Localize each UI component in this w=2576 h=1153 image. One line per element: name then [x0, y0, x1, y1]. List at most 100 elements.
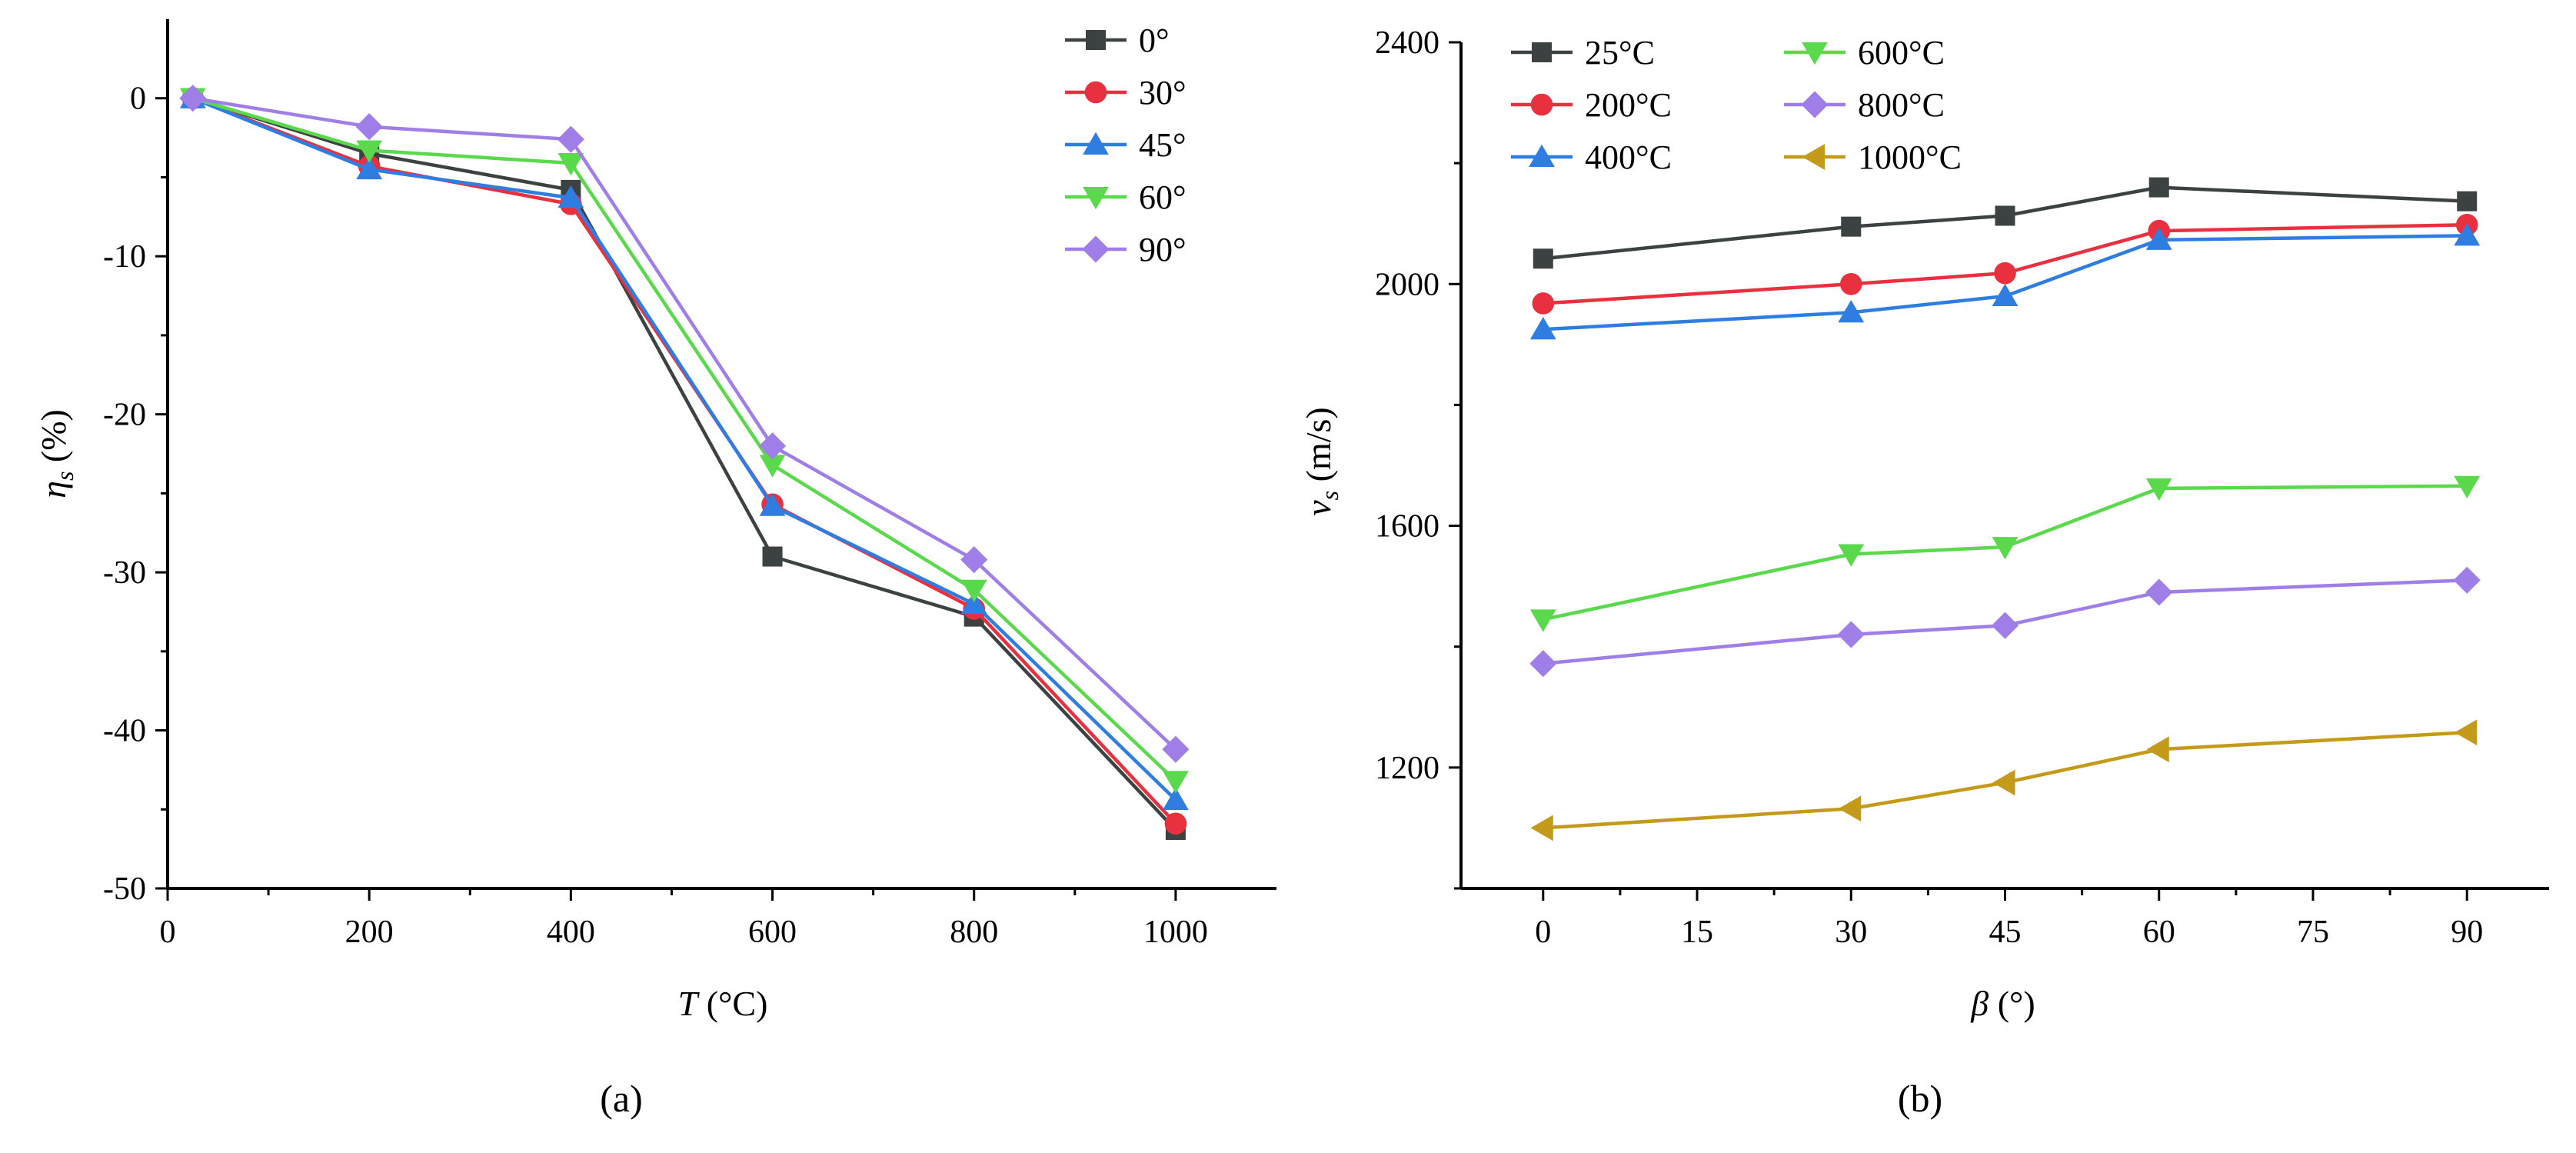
series-line-2: [191, 96, 1177, 801]
legend-marker: [1802, 42, 1828, 65]
data-point: [2146, 736, 2169, 763]
data-point: [2148, 177, 2169, 198]
series-line-3: [192, 96, 1177, 782]
y-axis-subscript: s: [1316, 491, 1343, 500]
data-point: [2145, 578, 2173, 606]
legend-marker: [1802, 144, 1825, 170]
data-point: [557, 152, 584, 176]
legend-marker: [1082, 235, 1110, 263]
data-point: [2145, 478, 2172, 502]
y-tick-label: 1200: [1375, 751, 1439, 786]
y-axis-symbol: η: [34, 481, 73, 498]
x-tick-label: 90: [2451, 915, 2483, 950]
y-axis-title: ηs (%): [34, 409, 78, 498]
data-point: [960, 579, 987, 602]
panel-label: (a): [600, 1077, 643, 1120]
y-tick-label: -30: [103, 555, 146, 591]
data-point: [759, 455, 786, 478]
legend-marker: [1083, 132, 1109, 155]
y-tick-label: -20: [103, 398, 146, 433]
data-point: [1838, 299, 1865, 323]
data-point: [1530, 815, 1553, 841]
data-point: [1163, 787, 1189, 810]
data-point: [356, 156, 383, 180]
panel-label: (b): [1898, 1077, 1942, 1120]
data-point: [355, 113, 383, 141]
legend-marker: [1529, 144, 1555, 167]
y-axis-title: vs (m/s): [1299, 407, 1343, 515]
x-tick-label: 1000: [1143, 915, 1208, 950]
data-point: [557, 125, 584, 153]
data-point: [1164, 812, 1187, 835]
x-tick-label: 15: [1681, 915, 1713, 950]
x-axis-unit: (°): [1989, 984, 2035, 1023]
x-axis-title: β (°): [1970, 984, 2035, 1023]
x-tick-label: 60: [2143, 915, 2175, 950]
data-point: [2454, 223, 2481, 246]
legend-label: 60°: [1139, 178, 1186, 216]
data-point: [1532, 292, 1555, 315]
y-axis-symbol: v: [1299, 500, 1338, 516]
x-tick-label: 0: [1535, 915, 1551, 950]
data-point: [1838, 544, 1865, 567]
x-tick-label: 0: [160, 915, 176, 950]
y-tick-label: 2400: [1375, 25, 1439, 61]
legend-marker: [1532, 42, 1552, 62]
legend-label: 25°C: [1585, 34, 1655, 72]
legend-marker: [1530, 93, 1553, 116]
data-point: [1992, 283, 2019, 306]
y-tick-label: 2000: [1375, 267, 1439, 302]
data-point: [1839, 272, 1862, 295]
x-tick-label: 30: [1835, 915, 1867, 950]
data-point: [762, 546, 783, 567]
data-point: [1529, 650, 1557, 678]
y-tick-label: -10: [103, 239, 146, 275]
x-tick-label: 75: [2297, 915, 2329, 950]
data-point: [1994, 262, 2016, 285]
data-point: [1839, 795, 1862, 822]
data-point: [1837, 621, 1865, 648]
y-tick-label: 0: [130, 82, 146, 117]
data-point: [1163, 771, 1189, 794]
data-point: [1162, 735, 1190, 763]
y-axis-unit: (m/s): [1299, 407, 1338, 491]
legend-label: 200°C: [1585, 86, 1672, 124]
legend-label: 1000°C: [1858, 138, 1962, 176]
x-axis-symbol: T: [678, 984, 701, 1023]
legend-marker: [1086, 30, 1106, 50]
data-point: [1991, 611, 2019, 639]
x-tick-label: 200: [345, 915, 394, 950]
legend-label: 45°: [1139, 126, 1186, 164]
data-point: [356, 140, 383, 163]
x-tick-label: 45: [1989, 915, 2022, 950]
series-line-0: [192, 96, 1177, 831]
panel-a-chart: 0 200 400 600 800 1000 -50 -40 -30 -20 -10 0 0° 30° 45…: [34, 19, 1276, 1120]
data-point: [759, 493, 786, 516]
data-point: [2454, 719, 2478, 746]
panel-b-chart: 0 15 30 45 60 75 90 1200 1600 2000 2400 25°C 200°C 40…: [1299, 25, 2549, 1120]
data-point: [179, 85, 207, 112]
data-point: [1841, 216, 1862, 237]
x-axis-title: T (°C): [678, 984, 768, 1023]
data-point: [1533, 248, 1553, 269]
y-tick-label: 1600: [1375, 509, 1439, 545]
y-axis-subscript: s: [51, 472, 78, 481]
data-point: [1992, 537, 2019, 560]
data-point: [1992, 769, 2015, 796]
legend-label: 30°: [1139, 74, 1186, 112]
data-point: [2145, 227, 2172, 250]
x-tick-label: 800: [950, 915, 998, 950]
data-point: [2457, 191, 2478, 212]
data-point: [1995, 205, 2015, 226]
legend-marker: [1801, 91, 1829, 118]
series-line-1: [191, 96, 1177, 825]
data-point: [2453, 566, 2481, 594]
data-point: [960, 591, 987, 615]
x-axis-unit: (°C): [697, 984, 767, 1023]
data-point: [1529, 316, 1556, 340]
legend-label: 400°C: [1585, 138, 1672, 176]
series-line-4: [192, 96, 1177, 751]
legend-label: 800°C: [1858, 86, 1945, 124]
legend-marker: [1083, 187, 1109, 210]
